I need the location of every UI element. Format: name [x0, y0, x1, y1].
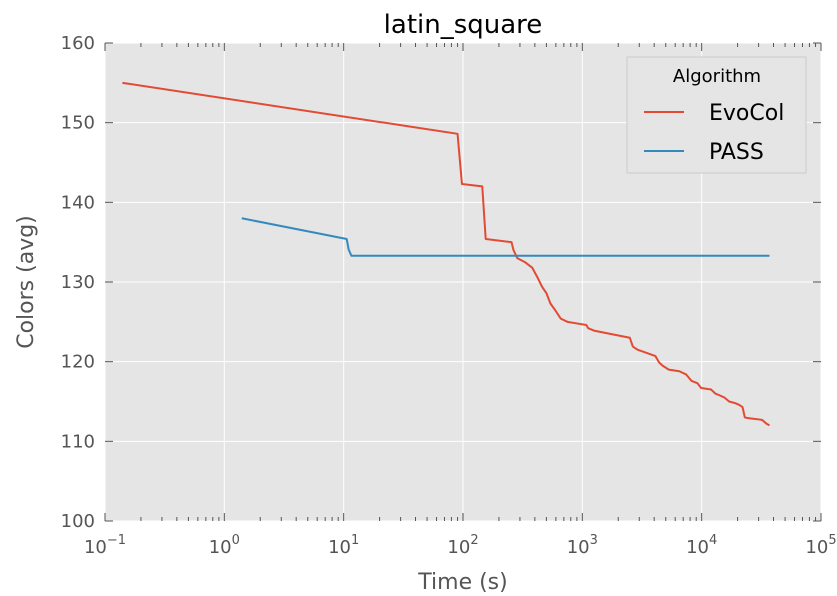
x-axis-title: Time (s) [417, 570, 507, 595]
y-tick-label: 130 [61, 272, 95, 293]
y-tick-label: 100 [61, 511, 95, 532]
legend-label-pass: PASS [709, 140, 764, 165]
y-tick-label: 160 [61, 33, 95, 54]
legend-label-evocol: EvoCol [709, 101, 784, 126]
chart-title: latin_square [384, 10, 543, 40]
x-tick-label: 10−1 [84, 533, 126, 558]
x-tick-label: 102 [447, 533, 478, 558]
legend-box [626, 56, 807, 174]
legend: Algorithm EvoCol PASS [626, 56, 807, 174]
y-tick-label: 120 [61, 352, 95, 373]
x-tick-label: 101 [328, 533, 359, 558]
axis-ticks: 10−1 100 101 102 103 104 105100110120130140150… [61, 33, 837, 558]
y-tick-label: 110 [61, 431, 95, 452]
legend-title: Algorithm [673, 66, 761, 87]
series-line-pass [241, 217, 770, 257]
x-tick-label: 103 [567, 533, 598, 558]
x-tick-label: 105 [805, 533, 836, 558]
series-layer [122, 81, 770, 427]
y-tick-label: 140 [61, 192, 95, 213]
y-axis-title: Colors (avg) [14, 215, 39, 349]
y-tick-label: 150 [61, 113, 95, 134]
series-line-evocol [122, 81, 770, 427]
x-tick-label: 100 [209, 533, 240, 558]
x-tick-label: 104 [686, 533, 717, 558]
